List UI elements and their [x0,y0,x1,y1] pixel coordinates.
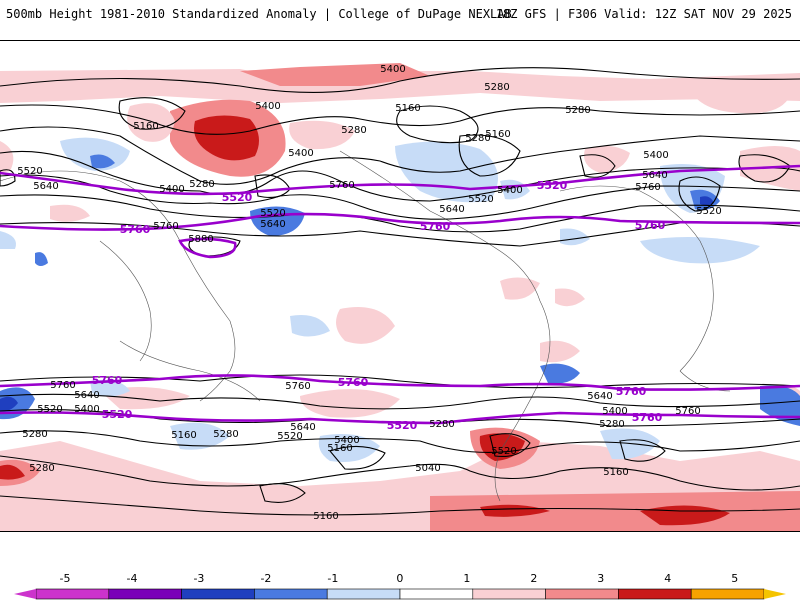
contour-label: 5400 [602,406,627,417]
colorbar-segment [181,588,255,600]
contour-label: 5280 [465,133,490,144]
contour-label: 5520 [37,404,62,415]
colorbar-tick-label: 3 [597,572,604,585]
contour-label: 5520 [277,431,302,442]
contour-label: 5760 [675,406,700,417]
colorbar-tick-label: 1 [463,572,470,585]
colorbar-ticks: -5 -4 -3 -2 -1 0 1 2 3 4 5 [60,572,739,585]
contour-label: 5760 [50,380,75,391]
contour-label: 5400 [74,404,99,415]
contour-label: 5280 [429,419,454,430]
reference-contours [0,164,800,425]
contour-label: 5160 [171,430,196,441]
contour-label: 5520 [468,194,493,205]
contour-label: 5280 [484,82,509,93]
colorbar-tick-label: -4 [126,572,137,585]
reference-label: 5760 [338,376,369,389]
contour-label: 5640 [33,181,58,192]
colorbar-tick-label: 5 [731,572,738,585]
contour-label: 5760 [329,180,354,191]
reference-label: 5520 [102,408,133,421]
contour-label: 5160 [395,103,420,114]
colorbar-tick-label: 0 [396,572,403,585]
contour-label: 5400 [255,101,280,112]
reference-label: 5520 [222,191,253,204]
reference-label: 5760 [616,385,647,398]
contour-label: 5640 [74,390,99,401]
contour-label: 5280 [478,530,503,531]
reference-label: 5760 [632,411,663,424]
contour-label: 5520 [696,206,721,217]
contour-label: 5280 [213,429,238,440]
map-header: 500mb Height 1981-2010 Standardized Anom… [0,0,800,32]
contour-label: 5400 [159,184,184,195]
contour-label: 5640 [290,422,315,433]
reference-label: 5760 [635,219,666,232]
contour-label: 5400 [643,150,668,161]
colorbar-tick-label: 2 [530,572,537,585]
contour-label: 5160 [603,467,628,478]
contour-label: 5040 [415,463,440,474]
anomaly-map: 5400 5280 5160 5400 5280 5160 5280 5400 … [0,40,800,532]
positive-anomaly-shading [0,63,800,531]
colorbar-segment [35,588,110,600]
contour-label: 5760 [635,182,660,193]
colorbar-segment [326,588,401,600]
colorbar-segment [399,588,474,600]
colorbar-tick-label: -5 [60,572,71,585]
map-title: 500mb Height 1981-2010 Standardized Anom… [6,7,512,21]
contour-label: 5640 [260,219,285,230]
contour-label: 5280 [189,179,214,190]
reference-label: 5760 [420,220,451,233]
contour-label: 5400 [288,148,313,159]
contour-label: 5160 [133,121,158,132]
colorbar-svg: -5 -4 -3 -2 -1 0 1 2 3 4 5 [14,572,786,600]
colorbar-segment [472,588,546,600]
colorbar-segment [690,588,765,600]
reference-label: 5760 [120,223,151,236]
contour-label: 5280 [341,125,366,136]
contour-label: 5640 [439,204,464,215]
colorbar-right-arrow [764,589,786,599]
reference-label: 5520 [537,179,568,192]
contour-label: 5160 [485,129,510,140]
contour-label: 5400 [380,64,405,75]
contour-label: 5280 [22,429,47,440]
reference-label: 5760 [92,374,123,387]
contour-label: 5520 [17,166,42,177]
contour-label: 5640 [642,170,667,181]
height-contours [0,67,800,516]
coastlines [0,150,731,502]
contour-label: 5400 [497,185,522,196]
colorbar-left-arrow [14,589,36,599]
colorbar-tick-label: -3 [193,572,204,585]
colorbar-segment [545,588,619,600]
contour-label: 5520 [491,446,516,457]
contour-label: 5280 [565,105,590,116]
reference-label: 5520 [387,419,418,432]
contour-label: 5760 [285,381,310,392]
contour-label: 5640 [587,391,612,402]
contour-label: 5400 [334,435,359,446]
anomaly-map-svg: 5400 5280 5160 5400 5280 5160 5280 5400 … [0,63,800,531]
contour-label: 5160 [327,443,352,454]
colorbar-segment [108,588,182,600]
contour-label: 5760 [153,221,178,232]
contour-label: 5520 [260,208,285,219]
contour-label: 5160 [313,511,338,522]
anomaly-colorbar: -5 -4 -3 -2 -1 0 1 2 3 4 5 [0,568,800,600]
height-labels: 5400 5280 5160 5400 5280 5160 5280 5400 … [17,64,721,531]
colorbar-segment [254,588,328,600]
colorbar-tick-label: -1 [327,572,338,585]
contour-label: 5280 [29,463,54,474]
colorbar-tick-label: 4 [664,572,671,585]
colorbar-fills [35,588,765,600]
reference-labels: 5520 5760 5520 5760 5760 5760 5760 5760 … [92,179,666,432]
contour-label: 5880 [188,234,213,245]
colorbar-segment [618,588,692,600]
model-run-label: 18Z GFS | F306 Valid: 12Z SAT NOV 29 202… [495,7,792,21]
contour-label: 5280 [599,419,624,430]
colorbar-tick-label: -2 [260,572,271,585]
